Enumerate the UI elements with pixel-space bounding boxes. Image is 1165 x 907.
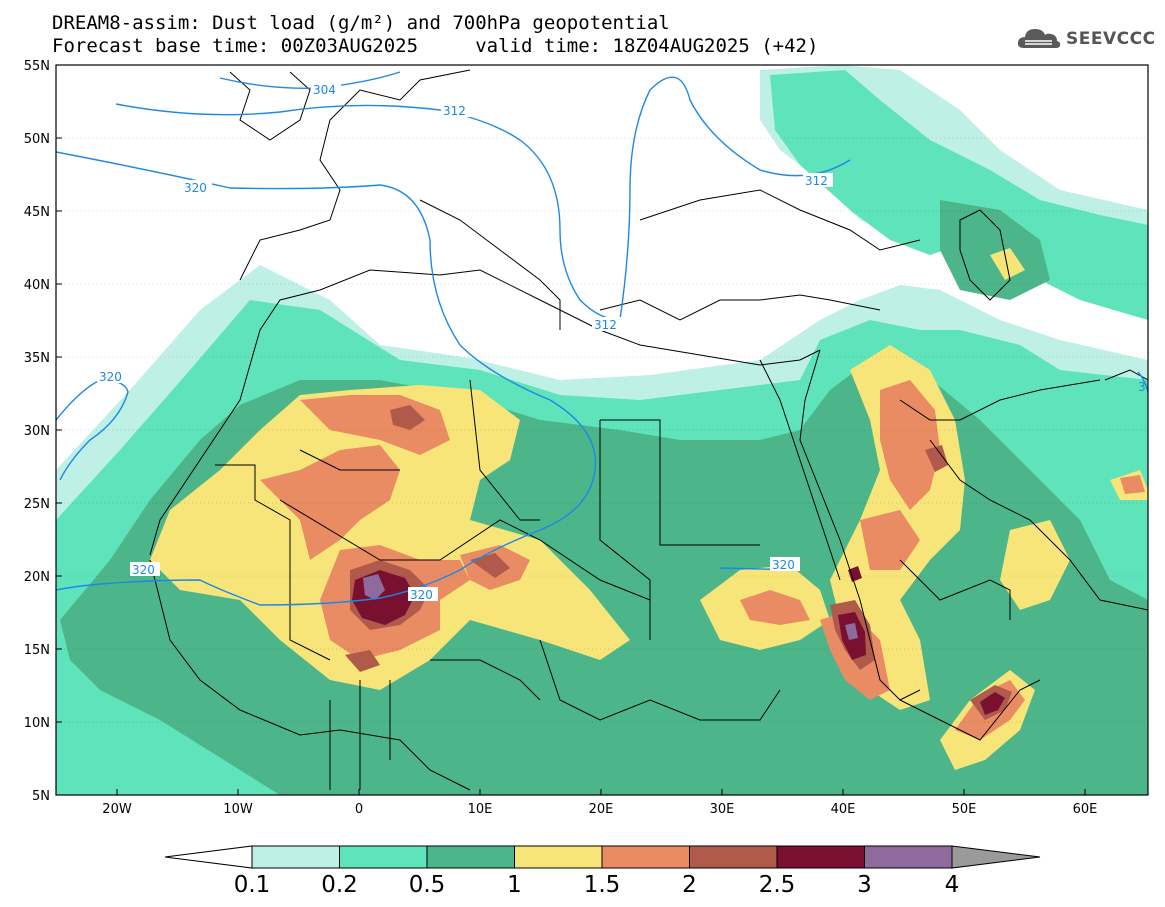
dust-field bbox=[56, 65, 1148, 795]
colorbar-swatch bbox=[251, 845, 340, 869]
colorbar-swatch bbox=[426, 845, 515, 869]
contour-label: 312 bbox=[805, 174, 828, 188]
lat-label: 55N bbox=[24, 59, 50, 74]
contour-label: 312 bbox=[443, 104, 466, 118]
lon-label: 40E bbox=[831, 802, 856, 817]
map-plot-area: 304 312 312 312 320 320 320 320 320 3 bbox=[56, 65, 1148, 795]
contour-312-west bbox=[115, 103, 621, 321]
geopotential-contours bbox=[56, 71, 1148, 606]
colorbar-label: 0.5 bbox=[409, 872, 446, 898]
colorbar-label: 0.2 bbox=[321, 872, 358, 898]
contour-label: 320 bbox=[772, 558, 795, 572]
contour-label: 312 bbox=[594, 318, 617, 332]
colorbar-over-arrow bbox=[951, 845, 1041, 869]
lon-label: 50E bbox=[952, 802, 977, 817]
colorbar-swatch bbox=[601, 845, 690, 869]
lat-label: 5N bbox=[32, 789, 50, 804]
contour-label: 304 bbox=[313, 83, 336, 97]
lat-label: 30N bbox=[24, 424, 50, 439]
lat-label: 40N bbox=[24, 278, 50, 293]
lat-label: 10N bbox=[24, 716, 50, 731]
colorbar-under-arrow bbox=[164, 845, 253, 869]
title-line-1: DREAM8-assim: Dust load (g/m²) and 700hP… bbox=[52, 12, 670, 34]
contour-label: 320 bbox=[132, 563, 155, 577]
lon-label: 20E bbox=[589, 802, 614, 817]
lon-label: 10W bbox=[223, 802, 253, 817]
contour-312-east bbox=[619, 76, 851, 321]
dust-band-1.5 bbox=[260, 380, 1145, 740]
title-line-2: Forecast base time: 00Z03AUG2025 valid t… bbox=[52, 35, 819, 57]
lon-label: 0 bbox=[355, 802, 363, 817]
latitude-labels: 55N 50N 45N 40N 35N 30N 25N 20N 15N 10N … bbox=[24, 59, 50, 804]
longitude-labels: 20W 10W 0 10E 20E 30E 40E 50E 60E bbox=[102, 802, 1097, 817]
cloud-logo-icon bbox=[1017, 29, 1061, 48]
lon-label: 60E bbox=[1073, 802, 1098, 817]
lat-label: 35N bbox=[24, 351, 50, 366]
contour-label: 320 bbox=[184, 181, 207, 195]
colorbar-swatch bbox=[339, 845, 428, 869]
logo-text: SEEVCCC bbox=[1066, 29, 1156, 49]
lon-label: 30E bbox=[710, 802, 735, 817]
colorbar-label: 4 bbox=[945, 872, 960, 898]
contour-labels: 304 312 312 312 320 320 320 320 320 3 bbox=[97, 82, 1146, 602]
colorbar-label: 1 bbox=[507, 872, 522, 898]
coastlines-borders bbox=[149, 69, 1148, 791]
contour-label: 320 bbox=[99, 370, 122, 384]
colorbar-label: 1.5 bbox=[584, 872, 621, 898]
contour-label: 3 bbox=[1138, 380, 1146, 394]
lat-label: 20N bbox=[24, 570, 50, 585]
colorbar: 0.1 0.2 0.5 1 1.5 2 2.5 3 4 bbox=[164, 845, 1041, 898]
lon-label: 20W bbox=[102, 802, 132, 817]
contour-label: 320 bbox=[410, 588, 433, 602]
lat-label: 15N bbox=[24, 643, 50, 658]
colorbar-label: 0.1 bbox=[234, 872, 271, 898]
colorbar-swatch bbox=[776, 845, 865, 869]
colorbar-swatch bbox=[514, 845, 603, 869]
colorbar-label: 3 bbox=[857, 872, 872, 898]
colorbar-label: 2 bbox=[682, 872, 697, 898]
lat-label: 50N bbox=[24, 132, 50, 147]
contour-320-north bbox=[56, 151, 597, 606]
contour-320-atlantic bbox=[56, 379, 129, 481]
colorbar-label: 2.5 bbox=[759, 872, 796, 898]
axis-ticks bbox=[56, 64, 1086, 795]
colorbar-swatch bbox=[864, 845, 953, 869]
lat-label: 25N bbox=[24, 497, 50, 512]
lat-label: 45N bbox=[24, 205, 50, 220]
lon-label: 10E bbox=[468, 802, 493, 817]
seevccc-logo: SEEVCCC bbox=[1016, 26, 1156, 52]
colorbar-swatch bbox=[689, 845, 778, 869]
